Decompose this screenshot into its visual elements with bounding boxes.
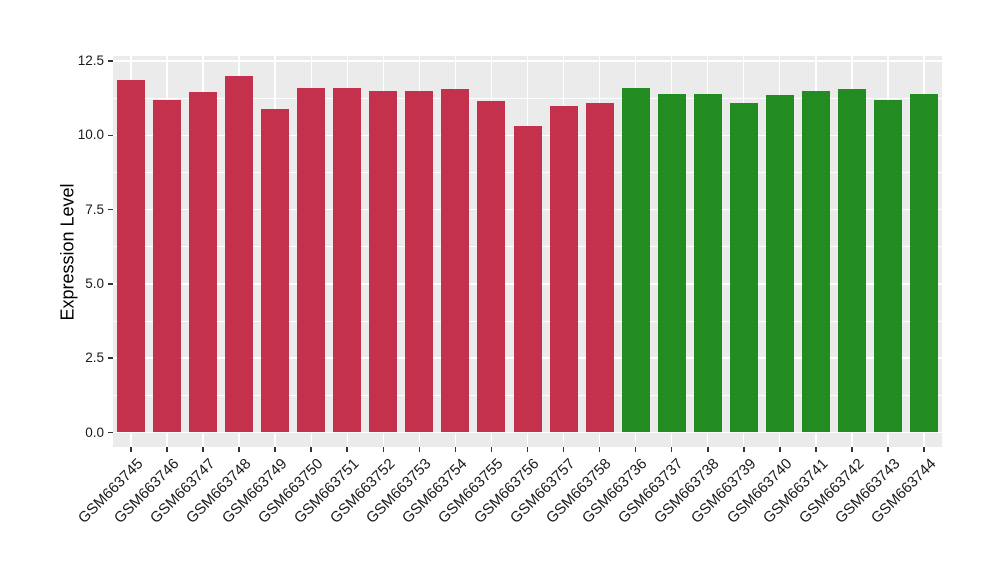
x-tick-mark [634, 447, 637, 452]
bar-GSM663753 [405, 90, 434, 433]
x-tick-mark [526, 447, 529, 452]
y-tick-label: 7.5 [85, 201, 104, 217]
bar-GSM663758 [585, 102, 614, 433]
bar-GSM663741 [801, 90, 830, 433]
x-tick-mark [490, 447, 493, 452]
x-tick-mark [887, 447, 889, 452]
bar-GSM663756 [513, 126, 542, 433]
x-tick-mark [166, 447, 168, 452]
bar-GSM663736 [621, 87, 650, 433]
bar-GSM663747 [189, 92, 218, 433]
bar-GSM663755 [477, 101, 506, 433]
y-tick-label: 10.0 [77, 127, 104, 143]
x-tick-mark [274, 447, 276, 452]
bar-GSM663740 [765, 95, 794, 433]
y-tick-label: 5.0 [85, 275, 104, 291]
x-tick-mark [310, 447, 313, 452]
bar-GSM663752 [369, 90, 398, 433]
bar-GSM663750 [297, 87, 326, 433]
x-tick-mark [346, 447, 349, 452]
x-tick-mark [598, 447, 601, 452]
x-tick-mark [202, 447, 204, 452]
bar-GSM663743 [873, 99, 902, 433]
y-tick-mark [108, 60, 113, 62]
x-tick-mark [706, 447, 709, 452]
x-tick-mark [815, 447, 817, 452]
y-tick-mark [108, 431, 113, 434]
bar-GSM663738 [693, 93, 722, 433]
bar-GSM663754 [441, 89, 470, 433]
x-tick-mark [742, 447, 745, 452]
bar-GSM663744 [909, 93, 938, 433]
y-tick-label: 0.0 [85, 424, 104, 440]
x-tick-mark [851, 447, 853, 452]
bar-GSM663749 [261, 108, 290, 433]
y-tick-label: 2.5 [85, 350, 104, 366]
bar-GSM663757 [549, 105, 578, 433]
bar-GSM663739 [729, 102, 758, 433]
y-tick-mark [108, 208, 113, 211]
bar-GSM663742 [837, 89, 866, 433]
x-tick-mark [454, 447, 457, 452]
x-tick-mark [382, 447, 385, 452]
y-tick-mark [108, 134, 113, 137]
plot-area [113, 56, 942, 447]
bar-GSM663748 [225, 75, 254, 433]
x-tick-mark [418, 447, 421, 452]
bar-GSM663737 [657, 93, 686, 433]
y-tick-mark [108, 357, 113, 359]
x-tick-mark [238, 447, 240, 452]
bar-GSM663751 [333, 87, 362, 433]
x-tick-mark [779, 447, 781, 452]
y-tick-mark [108, 283, 113, 285]
x-tick-mark [562, 447, 565, 452]
y-tick-label: 12.5 [77, 53, 104, 68]
bar-GSM663746 [153, 99, 182, 433]
x-tick-mark [923, 447, 925, 452]
x-tick-mark [670, 447, 673, 452]
x-tick-mark [130, 447, 132, 452]
bar-GSM663745 [117, 80, 146, 433]
